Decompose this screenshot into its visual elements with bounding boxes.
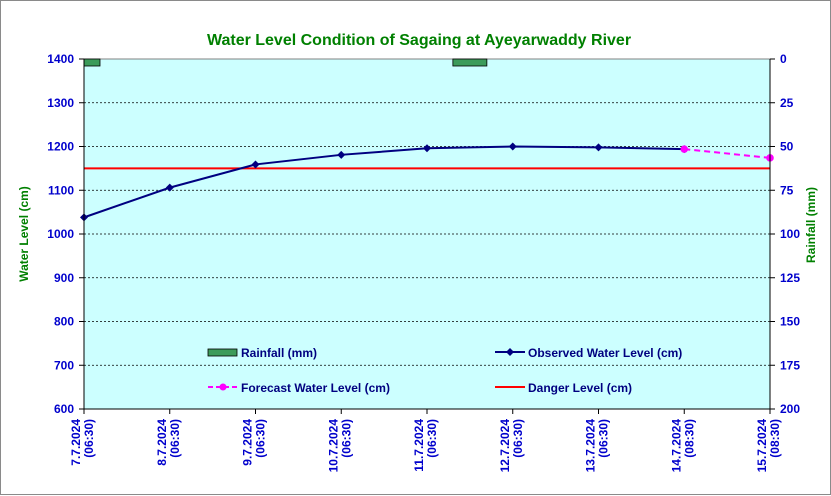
y2-axis-title: Rainfall (mm) xyxy=(804,187,818,263)
x-tick-label-date: 11.7.2024 xyxy=(412,419,426,472)
observed-point xyxy=(251,160,260,169)
right-tick-label: 175 xyxy=(780,358,800,372)
observed-point xyxy=(423,144,431,153)
right-tick-label: 125 xyxy=(780,271,800,285)
forecast-point xyxy=(680,145,689,153)
y-axis-title: Water Level (cm) xyxy=(17,186,31,282)
observed-line xyxy=(83,145,685,219)
legend-observed-marker xyxy=(506,348,514,356)
right-tick-label: 200 xyxy=(780,402,800,416)
left-axis: 1400 1300 1200 1100 1000 900 800 700 600 xyxy=(47,52,85,416)
left-tick-label: 1300 xyxy=(47,96,74,110)
x-tick-label-time: (06:30) xyxy=(168,419,182,458)
left-tick-label: 600 xyxy=(54,402,74,416)
legend-item-danger: Danger Level (cm) xyxy=(495,381,632,395)
left-tick-label: 1100 xyxy=(48,183,74,197)
plot-area xyxy=(83,58,771,410)
x-tick-label-date: 10.7.2024 xyxy=(326,419,340,473)
x-tick-label-time: (06:30) xyxy=(597,419,611,458)
legend-item-forecast: Forecast Water Level (cm) xyxy=(208,381,390,395)
x-tick-label-time: (06:30) xyxy=(339,419,353,458)
right-tick-label: 50 xyxy=(780,140,794,154)
x-tick-label-date: 14.7.2024 xyxy=(669,419,683,473)
left-tick-label: 1200 xyxy=(47,140,74,154)
legend-item-observed: Observed Water Level (cm) xyxy=(495,346,682,360)
right-axis: 0 25 50 75 100 125 150 175 200 xyxy=(769,52,800,416)
legend-observed-label: Observed Water Level (cm) xyxy=(528,346,682,360)
observed-point xyxy=(594,143,603,152)
forecast-line xyxy=(684,148,771,159)
legend-danger-label: Danger Level (cm) xyxy=(528,381,632,395)
x-tick-label-date: 13.7.2024 xyxy=(584,419,598,473)
x-tick-label-date: 15.7.2024 xyxy=(755,419,769,473)
left-tick-label: 1000 xyxy=(47,227,74,241)
legend: Rainfall (mm) Observed Water Level (cm) … xyxy=(207,346,682,395)
right-tick-label: 25 xyxy=(780,96,794,110)
legend-forecast-marker xyxy=(219,383,227,391)
forecast-series xyxy=(680,145,774,162)
x-tick-label-time: (08:30) xyxy=(682,419,696,458)
left-tick-label: 700 xyxy=(54,358,74,372)
x-tick-label-date: 7.7.2024 xyxy=(69,419,83,466)
rainfall-bar xyxy=(83,58,101,67)
legend-rainfall-label: Rainfall (mm) xyxy=(241,346,317,360)
x-tick-label-date: 8.7.2024 xyxy=(155,419,169,466)
chart-title: Water Level Condition of Sagaing at Ayey… xyxy=(207,32,631,49)
x-axis: 7.7.2024 (06:30) 8.7.2024 (06:30) 9.7.2024 (0… xyxy=(69,408,782,473)
x-tick-label-time: (06:30) xyxy=(254,419,268,458)
x-tick-label-time: (08:30) xyxy=(768,419,782,458)
legend-item-rainfall: Rainfall (mm) xyxy=(207,346,317,360)
observed-point xyxy=(337,150,346,159)
observed-point xyxy=(508,142,517,151)
right-tick-label: 150 xyxy=(780,315,800,329)
left-tick-label: 800 xyxy=(54,315,74,329)
x-tick-label-date: 12.7.2024 xyxy=(498,419,512,473)
left-tick-label: 1400 xyxy=(47,52,74,66)
legend-forecast-label: Forecast Water Level (cm) xyxy=(241,381,390,395)
legend-rainfall-swatch xyxy=(207,348,238,357)
x-tick-label-time: (06:30) xyxy=(425,419,439,458)
x-tick-label-time: (06:30) xyxy=(511,419,525,458)
left-tick-label: 900 xyxy=(54,271,74,285)
right-tick-label: 100 xyxy=(780,227,800,241)
right-tick-label: 75 xyxy=(780,183,794,197)
x-tick-label-time: (06:30) xyxy=(82,419,96,458)
right-tick-label: 0 xyxy=(780,52,787,66)
x-tick-label-date: 9.7.2024 xyxy=(241,419,255,466)
observed-point xyxy=(165,183,174,192)
rainfall-bar xyxy=(452,58,488,67)
